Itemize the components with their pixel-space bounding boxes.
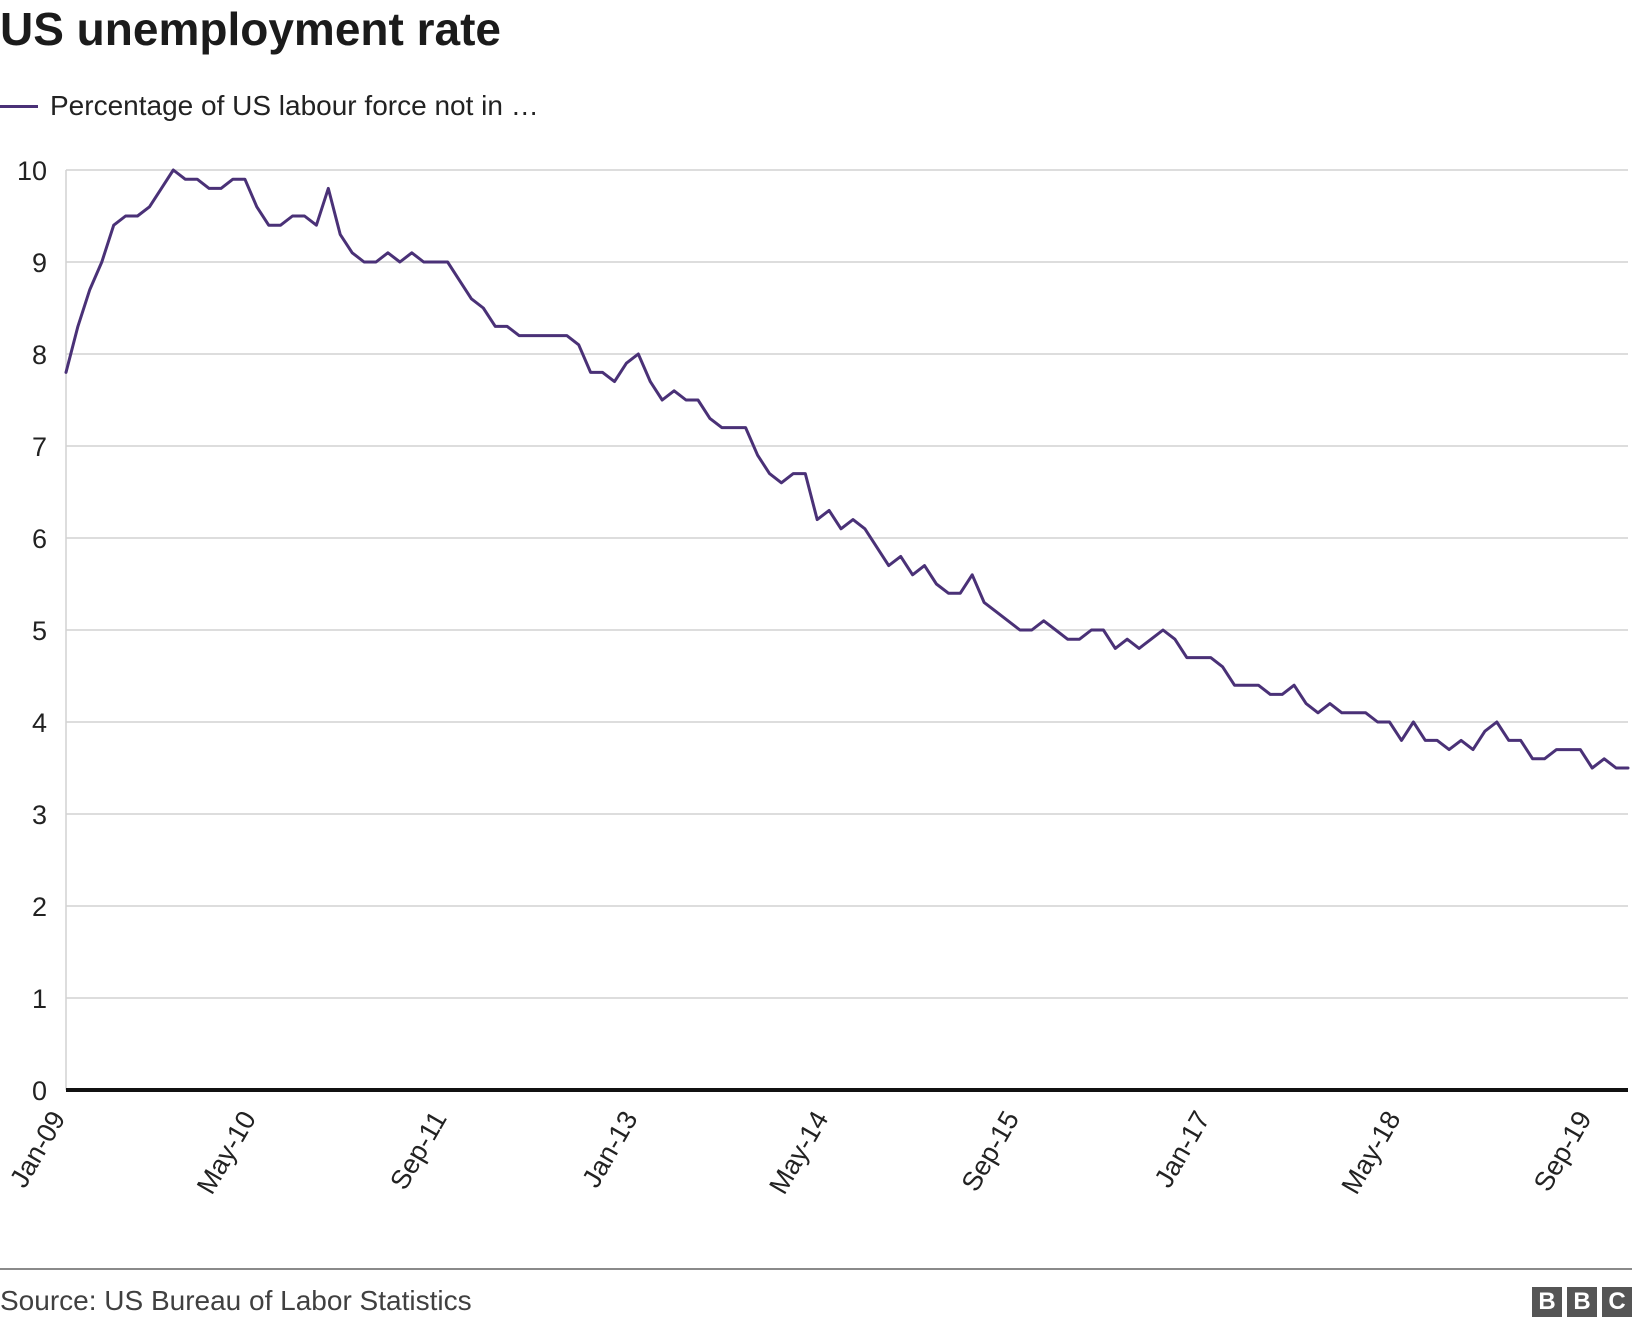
y-tick-label: 7 xyxy=(32,432,47,462)
line-chart: 0 1 2 3 4 5 6 7 8 9 10 Jan-09 May-10 Sep-11 Jan-13 May-… xyxy=(4,156,1630,1199)
y-tick-label: 3 xyxy=(32,800,47,830)
y-tick-label: 1 xyxy=(32,984,47,1014)
x-tick-label: Jan-13 xyxy=(576,1106,643,1193)
x-tick-label: May-18 xyxy=(1336,1106,1407,1199)
bbc-logo: B B C xyxy=(1532,1287,1632,1317)
source-note: Source: US Bureau of Labor Statistics xyxy=(0,1285,472,1316)
y-tick-label: 4 xyxy=(32,708,47,738)
x-tick-label: May-10 xyxy=(191,1106,262,1199)
x-tick-label: May-14 xyxy=(763,1106,834,1199)
footer-divider xyxy=(0,1268,1632,1270)
y-tick-label: 6 xyxy=(32,524,47,554)
x-tick-label: Sep-11 xyxy=(384,1106,453,1195)
y-tick-label: 8 xyxy=(32,340,47,370)
legend-label: Percentage of US labour force not in … xyxy=(50,90,539,121)
x-tick-label: Jan-09 xyxy=(4,1106,71,1193)
x-tick-label: Jan-17 xyxy=(1149,1106,1216,1193)
logo-letter: B xyxy=(1567,1287,1597,1317)
logo-letter: B xyxy=(1532,1287,1562,1317)
legend: Percentage of US labour force not in … xyxy=(0,88,539,124)
y-tick-label: 10 xyxy=(17,156,47,186)
series-line xyxy=(64,168,1630,770)
y-tick-label: 2 xyxy=(32,892,47,922)
legend-swatch xyxy=(0,104,38,108)
y-tick-label: 9 xyxy=(32,248,47,278)
x-tick-label: Sep-19 xyxy=(1528,1106,1598,1196)
logo-letter: C xyxy=(1602,1287,1632,1317)
x-tick-label: Sep-15 xyxy=(956,1106,1026,1196)
chart-title: US unemployment rate xyxy=(0,3,501,55)
y-tick-label: 5 xyxy=(32,616,47,646)
y-tick-label: 0 xyxy=(32,1076,47,1106)
